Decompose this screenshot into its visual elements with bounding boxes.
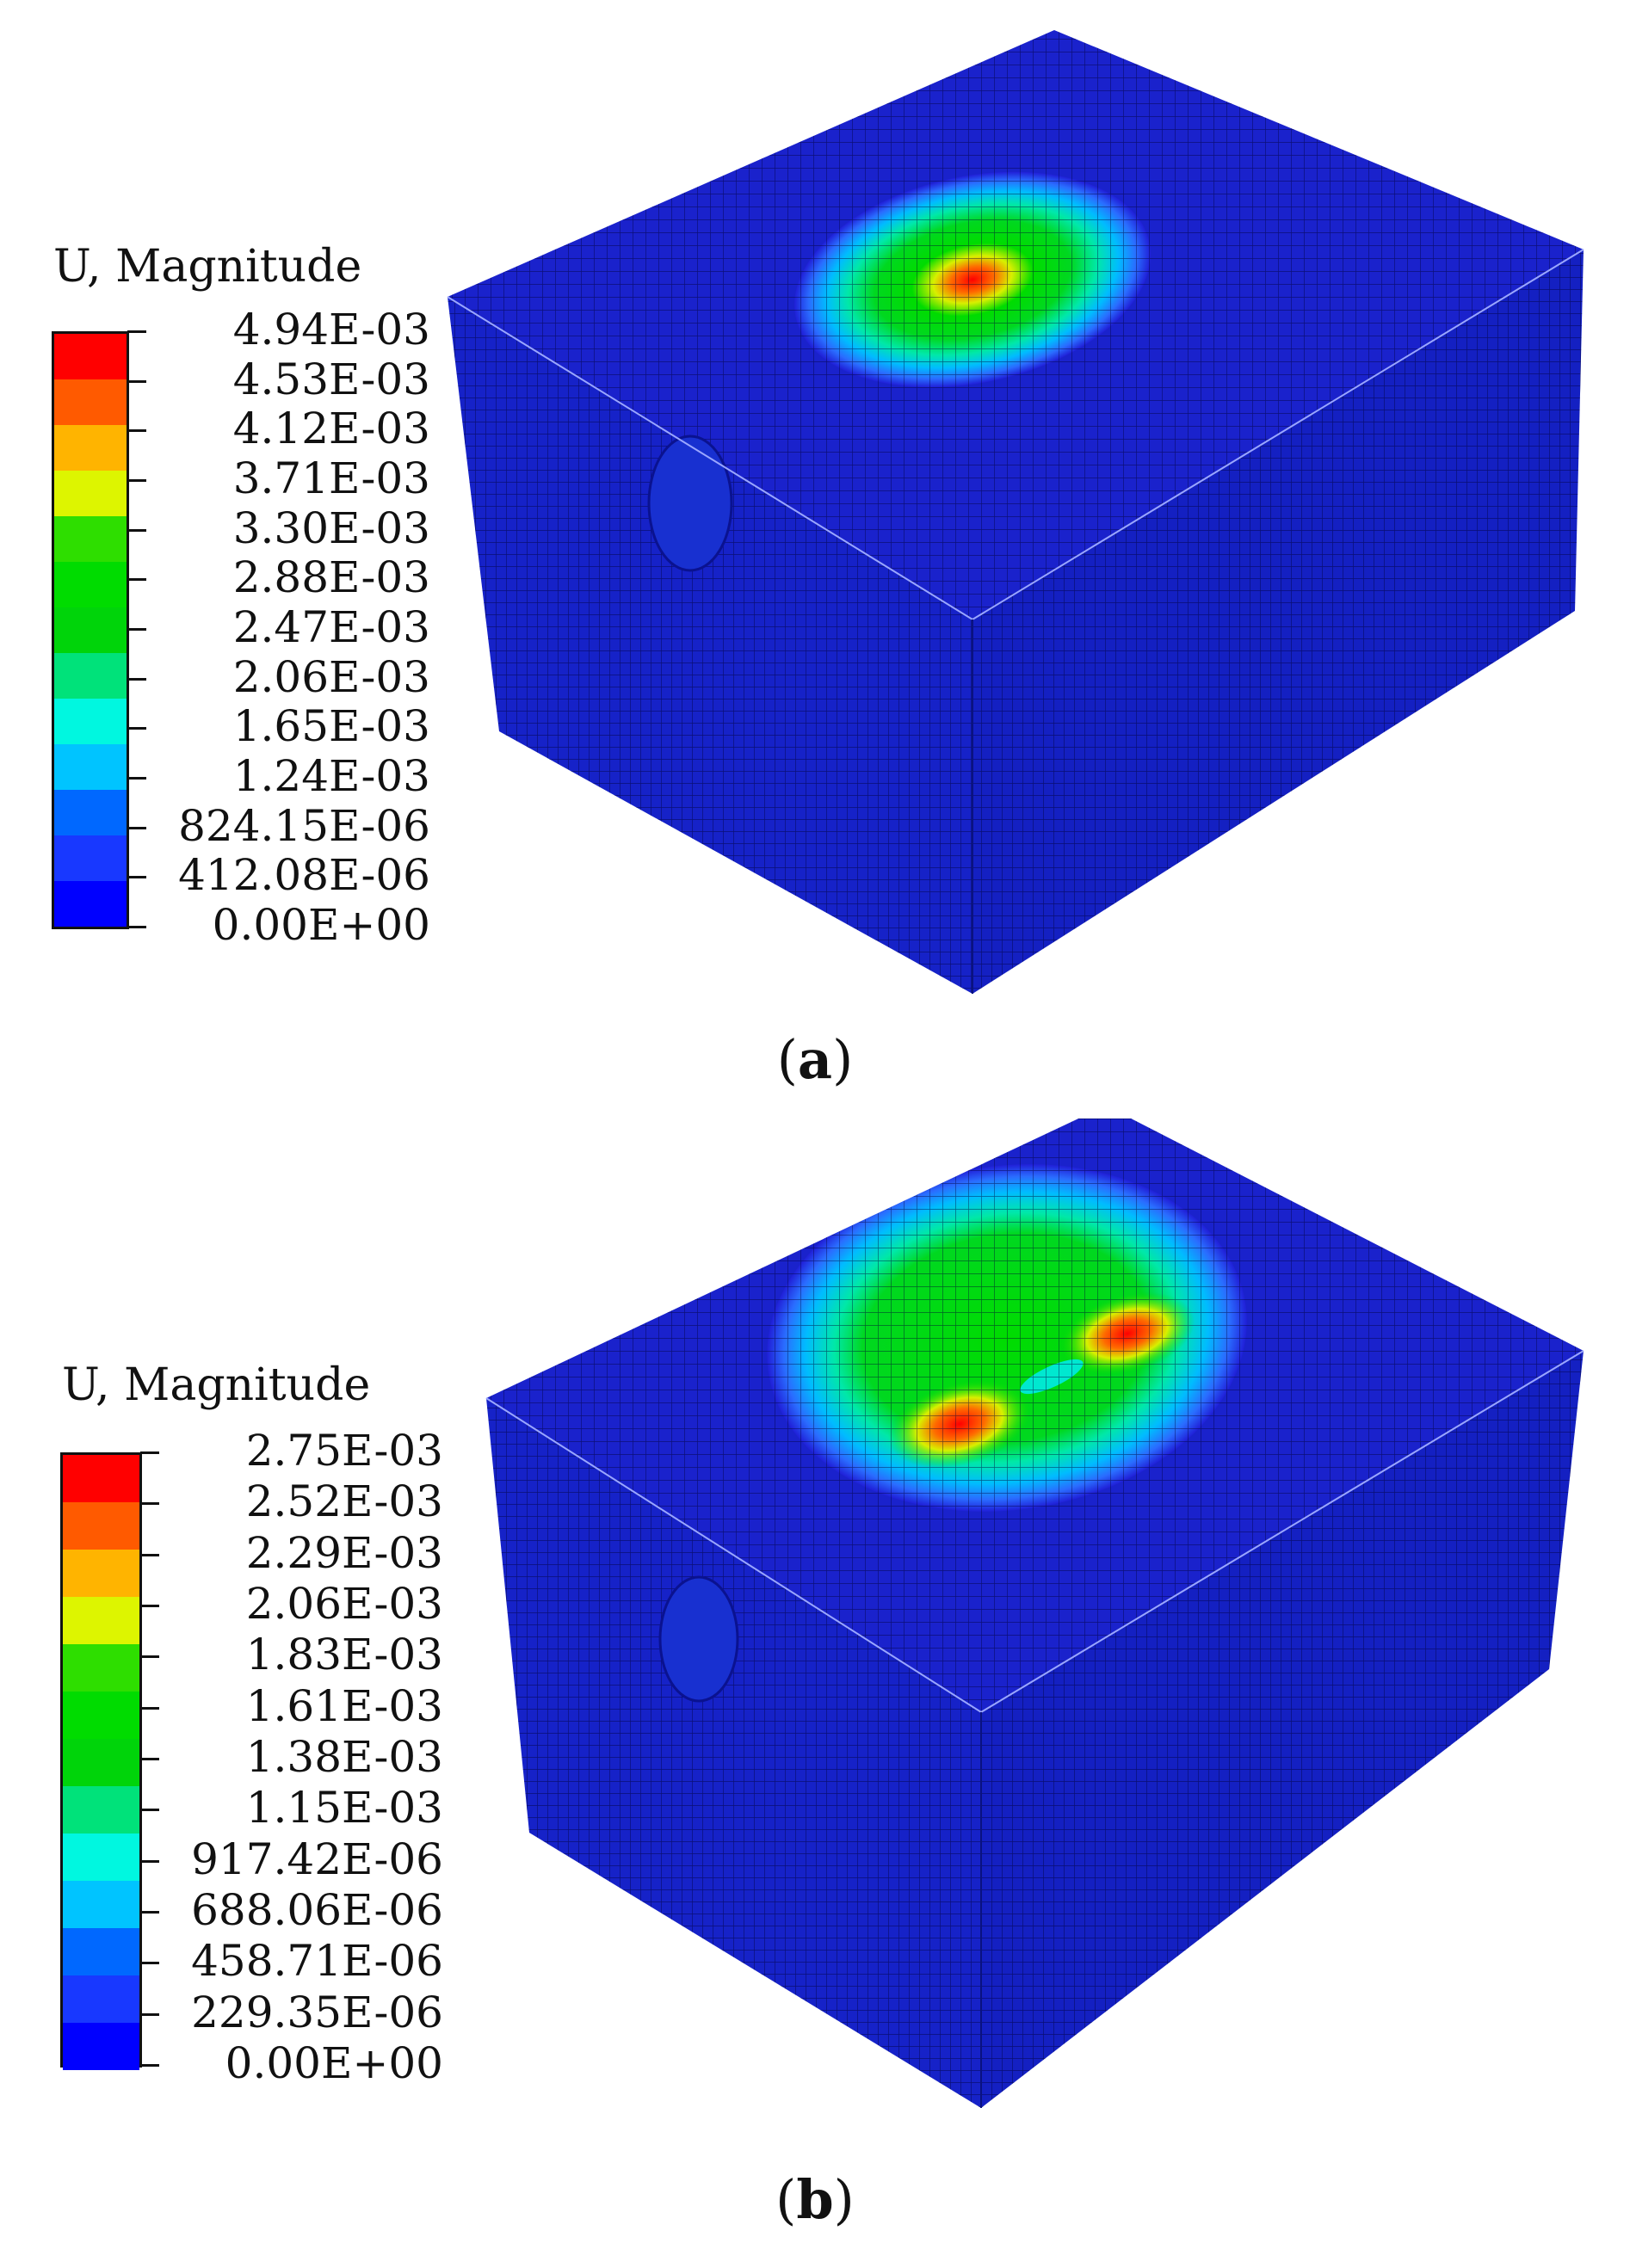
legend-tick-mark: [140, 1809, 159, 1812]
legend-tick-mark: [127, 628, 146, 631]
legend-tick-label: 1.83E-03: [245, 1630, 443, 1680]
legend-swatch: [54, 379, 127, 425]
legend-swatch: [63, 1739, 139, 1786]
legend-tick-mark: [140, 1962, 159, 1965]
legend-tick-mark: [127, 429, 146, 433]
legend-tick-label: 229.35E-06: [191, 1987, 443, 2037]
legend-swatch: [54, 516, 127, 562]
panel-b: U, Magnitude 2.75E-03 2.52E-03 2.29E-03 2.0…: [0, 1119, 1630, 2268]
caption-b: (b): [0, 2168, 1630, 2231]
caption-close-paren: ): [832, 1028, 854, 1091]
legend-swatch: [63, 1502, 139, 1550]
legend-tick-mark: [140, 1758, 159, 1760]
legend-tick-label: 4.12E-03: [232, 404, 430, 454]
legend-swatch: [54, 334, 127, 379]
legend-swatch: [63, 2023, 139, 2070]
legend-tick-label: 458.71E-06: [191, 1936, 443, 1987]
legend-tick-label: 1.15E-03: [245, 1783, 443, 1834]
legend-tick-mark: [127, 826, 146, 829]
legend-tick-label: 412.08E-06: [178, 850, 430, 901]
legend-tick-mark: [127, 379, 146, 383]
legend-swatch: [54, 471, 127, 516]
legend-swatch: [63, 1597, 139, 1644]
legend-tick-label: 2.75E-03: [245, 1426, 443, 1476]
legend-tick-mark: [127, 777, 146, 780]
legend-swatch: [54, 790, 127, 835]
legend-tick-label: 824.15E-06: [178, 800, 430, 851]
legend-tick-label: 2.29E-03: [245, 1527, 443, 1578]
legend-swatch: [54, 835, 127, 881]
legend-tick-label: 1.61E-03: [245, 1680, 443, 1731]
legend-swatch: [63, 1928, 139, 1975]
legend-tick-label: 1.24E-03: [232, 751, 430, 801]
legend-tick-label: 2.06E-03: [245, 1579, 443, 1629]
legend-swatch: [63, 1786, 139, 1834]
legend-tick-label: 2.88E-03: [232, 552, 430, 603]
legend-tick-mark: [127, 876, 146, 879]
legend-swatch: [54, 653, 127, 699]
legend-tick-mark: [140, 2064, 159, 2067]
legend-swatch: [54, 881, 127, 927]
legend-tick-mark: [140, 1911, 159, 1914]
legend-tick-label: 0.00E+00: [212, 900, 430, 950]
legend-swatch: [63, 1975, 139, 2023]
legend-tick-label: 3.30E-03: [232, 502, 430, 553]
legend-tick-label: 1.65E-03: [232, 701, 430, 752]
legend-tick-label: 917.42E-06: [191, 1834, 443, 1884]
legend-tick-mark: [140, 1706, 159, 1710]
legend-tick-mark: [140, 1605, 159, 1607]
legend-swatch: [54, 607, 127, 653]
legend-swatch: [63, 1455, 139, 1502]
legend-tick-mark: [140, 1859, 159, 1863]
legend-tick-mark: [140, 1553, 159, 1556]
legend-tick-mark: [127, 578, 146, 582]
caption-open-paren: (: [776, 1028, 798, 1091]
caption-close-paren: ): [833, 2168, 855, 2231]
legend-swatch: [63, 1644, 139, 1692]
legend-title: U, Magnitude: [53, 241, 362, 293]
legend-tick-mark: [127, 677, 146, 681]
legend-title: U, Magnitude: [62, 1359, 371, 1411]
legend-swatch: [54, 699, 127, 744]
color-legend-bar: [60, 1452, 142, 2070]
caption-letter: b: [796, 2168, 834, 2231]
caption-open-paren: (: [775, 2168, 797, 2231]
legend-tick-mark: [127, 727, 146, 730]
legend-tick-label: 2.52E-03: [245, 1476, 443, 1527]
legend-tick-label: 1.38E-03: [245, 1732, 443, 1782]
legend-tick-mark: [140, 1451, 159, 1454]
tunnel-opening: [658, 1575, 739, 1703]
legend-tick-mark: [140, 2012, 159, 2016]
legend-tick-mark: [140, 1502, 159, 1506]
tunnel-opening: [647, 434, 733, 572]
legend-swatch: [63, 1692, 139, 1739]
legend-swatch: [63, 1881, 139, 1928]
legend-tick-label: 4.53E-03: [232, 354, 430, 404]
legend-tick-label: 2.47E-03: [232, 602, 430, 652]
legend-tick-mark: [127, 479, 146, 482]
fem-model-b: [485, 1119, 1584, 2108]
caption-a: (a): [0, 1028, 1630, 1091]
legend-swatch: [54, 562, 127, 607]
legend-tick-label: 3.71E-03: [232, 453, 430, 503]
panel-a: U, Magnitude 4.94E-03 4.53E-03 4.12E-03 3.7…: [0, 0, 1630, 1119]
legend-tick-mark: [127, 528, 146, 532]
caption-letter: a: [797, 1028, 833, 1091]
legend-tick-label: 4.94E-03: [232, 305, 430, 354]
fem-model-a: [447, 30, 1584, 994]
legend-swatch: [54, 744, 127, 790]
legend-swatch: [63, 1550, 139, 1597]
legend-tick-mark: [127, 926, 146, 928]
color-legend-bar: [52, 331, 129, 929]
legend-tick-label: 688.06E-06: [191, 1885, 443, 1935]
legend-swatch: [63, 1834, 139, 1881]
legend-tick-label: 0.00E+00: [225, 2038, 443, 2088]
legend-tick-mark: [127, 330, 146, 333]
legend-swatch: [54, 425, 127, 471]
legend-tick-label: 2.06E-03: [232, 651, 430, 702]
legend-tick-mark: [140, 1655, 159, 1659]
